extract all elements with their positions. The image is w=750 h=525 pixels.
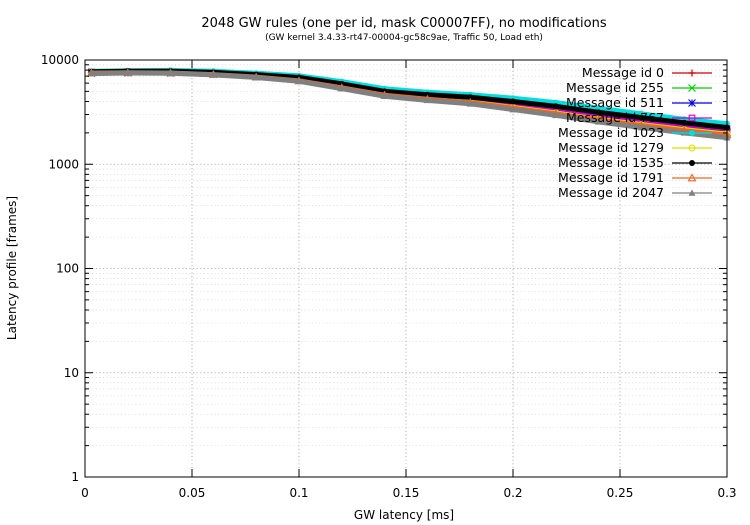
legend-label: Message id 1023 (558, 125, 664, 140)
legend-label: Message id 1535 (558, 155, 664, 170)
legend-marker (688, 69, 696, 77)
x-axis-label: GW latency [ms] (354, 508, 454, 522)
legend-marker (688, 144, 696, 152)
legend-entry: Message id 1023 (558, 125, 712, 140)
legend-marker (689, 130, 695, 136)
legend-label: Message id 255 (566, 80, 664, 95)
series-point (252, 73, 260, 81)
legend-label: Message id 1791 (558, 170, 664, 185)
series-point (124, 69, 132, 76)
chart-subtitle: (GW kernel 3.4.33-rt47-00004-gc58c9ae, T… (265, 33, 543, 43)
legend-entry: Message id 2047 (558, 185, 712, 200)
series-point (466, 100, 474, 107)
series-8 (87, 69, 731, 141)
x-tick-label: 0.3 (717, 486, 736, 500)
series-point (338, 85, 346, 92)
legend-entry: Message id 1791 (558, 170, 712, 185)
legend-entry: Message id 767 (566, 110, 712, 125)
legend-entry: Message id 1535 (558, 155, 712, 170)
series-point (167, 69, 175, 77)
series-point (423, 96, 431, 104)
legend-marker (687, 173, 697, 182)
y-tick-label: 1 (71, 470, 79, 484)
plot-series (86, 67, 732, 141)
legend-label: Message id 767 (566, 110, 664, 125)
series-point (552, 111, 560, 119)
series-point (509, 106, 517, 113)
series-point (381, 92, 389, 99)
x-tick-label: 0.05 (179, 486, 206, 500)
series-point (595, 109, 602, 116)
series-point (209, 71, 217, 78)
series-point (510, 98, 516, 105)
legend-entry: Message id 0 (582, 65, 712, 80)
series-point (638, 114, 645, 121)
series-point (595, 118, 603, 125)
legend-entry: Message id 511 (566, 95, 712, 110)
x-tick-label: 0.1 (289, 486, 308, 500)
legend-marker (688, 114, 696, 122)
series-point (637, 124, 645, 131)
grid (85, 60, 727, 477)
x-tick-label: 0 (81, 486, 89, 500)
series-line (88, 70, 730, 141)
legend-label: Message id 1279 (558, 140, 664, 155)
legend-marker (688, 189, 696, 196)
y-tick-label: 10 (64, 366, 79, 380)
y-tick-label: 10000 (41, 53, 79, 67)
y-tick-label: 1000 (48, 157, 79, 171)
legend-marker (688, 99, 696, 107)
legend-marker (689, 160, 695, 166)
legend-label: Message id 2047 (558, 185, 664, 200)
series-point (295, 77, 303, 85)
legend-label: Message id 511 (566, 95, 664, 110)
chart-title: 2048 GW rules (one per id, mask C00007FF… (201, 16, 606, 31)
x-tick-label: 0.25 (607, 486, 634, 500)
legend-entry: Message id 1279 (558, 140, 712, 155)
legend-entry: Message id 255 (566, 80, 712, 95)
series-point (467, 94, 474, 101)
x-tick-label: 0.2 (503, 486, 522, 500)
x-tick-label: 0.15 (393, 486, 420, 500)
y-tick-label: 100 (56, 262, 79, 276)
axis-ticks: 1 10 100 1000 10000 0 0.05 0.1 0.15 0.2 0.25 0.3 (41, 53, 737, 500)
series-point (681, 119, 688, 126)
y-axis-label: Latency profile [frames] (5, 196, 19, 340)
series-point (552, 103, 559, 110)
series-point (87, 70, 95, 77)
legend-marker (688, 84, 696, 92)
legend-label: Message id 0 (582, 65, 664, 80)
